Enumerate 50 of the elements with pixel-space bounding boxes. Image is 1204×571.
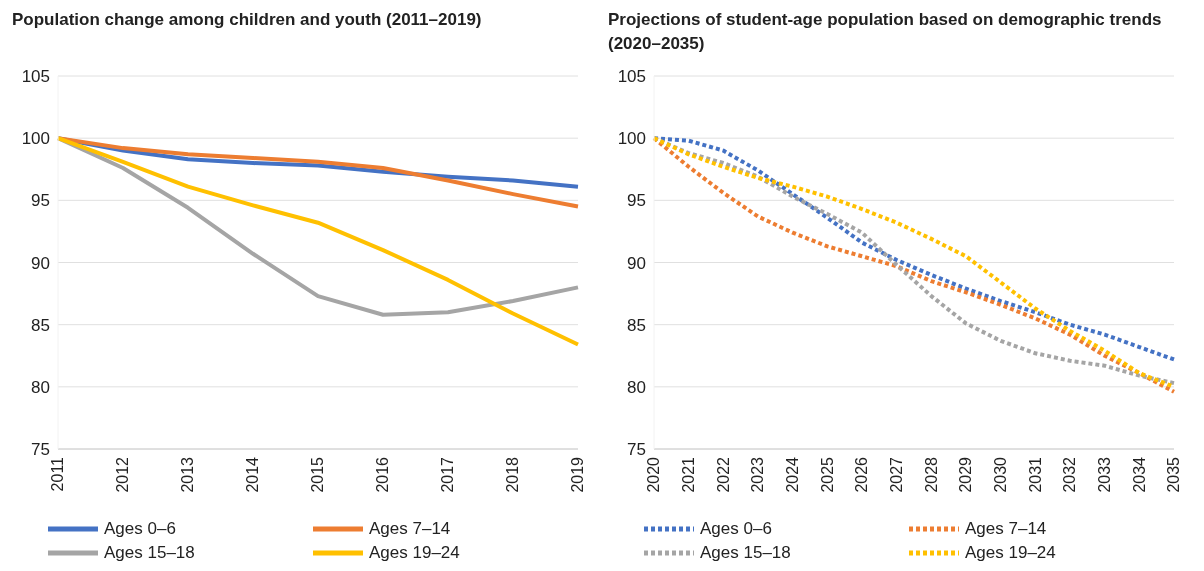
y-tick-label: 80: [627, 377, 646, 397]
y-tick-label: 90: [627, 253, 646, 273]
y-tick-label: 85: [627, 315, 646, 335]
x-tick-label: 2029: [957, 456, 975, 493]
x-tick-label: 2020: [645, 456, 663, 493]
y-tick-label: 105: [21, 67, 50, 87]
y-tick-label: 75: [31, 440, 50, 460]
x-tick-label: 2034: [1130, 456, 1148, 493]
y-tick-label: 105: [617, 67, 646, 87]
x-tick-label: 2019: [569, 456, 587, 493]
x-tick-label: 2032: [1061, 456, 1079, 493]
x-tick-label: 2012: [114, 456, 132, 493]
x-tick-label: 2013: [179, 456, 197, 493]
legend-label: Ages 19–24: [369, 543, 460, 563]
x-tick-label: 2025: [818, 456, 836, 493]
x-tick-label: 2022: [714, 456, 732, 493]
x-tick-label: 2026: [853, 456, 871, 493]
x-tick-label: 2016: [374, 456, 392, 493]
x-tick-label: 2021: [680, 456, 698, 493]
chart-title: Population change among children and youth (2011–2019): [11, 9, 483, 31]
x-tick-label: 2027: [888, 456, 906, 493]
y-tick-label: 100: [617, 129, 646, 149]
legend-label: Ages 15–18: [700, 543, 791, 563]
x-tick-label: 2024: [784, 456, 802, 493]
x-tick-label: 2015: [309, 456, 327, 493]
y-tick-label: 75: [627, 440, 646, 460]
legend-label: Ages 7–14: [965, 519, 1047, 539]
y-tick-label: 95: [627, 191, 646, 211]
y-tick-label: 95: [31, 191, 50, 211]
x-tick-label: 2023: [749, 456, 767, 493]
x-tick-label: 2011: [49, 456, 67, 492]
x-tick-label: 2033: [1096, 456, 1114, 493]
legend-label: Ages 0–6: [104, 519, 176, 539]
y-tick-label: 85: [31, 315, 50, 335]
x-tick-label: 2014: [244, 456, 262, 493]
x-tick-label: 2035: [1165, 456, 1183, 493]
line-series: [56, 136, 580, 209]
x-tick-label: 2031: [1026, 456, 1044, 493]
x-tick-label: 2028: [922, 456, 940, 493]
legend-label: Ages 0–6: [700, 519, 772, 539]
x-tick-label: 2030: [992, 456, 1010, 493]
y-tick-label: 80: [31, 377, 50, 397]
legend-label: Ages 15–18: [104, 543, 195, 563]
chart-title: Projections of student-age population based on demographic trends (2020–2035): [607, 9, 1163, 55]
x-tick-label: 2018: [504, 456, 522, 493]
y-tick-label: 100: [21, 129, 50, 149]
x-tick-label: 2017: [439, 456, 457, 493]
y-tick-label: 90: [31, 253, 50, 273]
legend-label: Ages 19–24: [965, 543, 1056, 563]
legend-label: Ages 7–14: [369, 519, 451, 539]
